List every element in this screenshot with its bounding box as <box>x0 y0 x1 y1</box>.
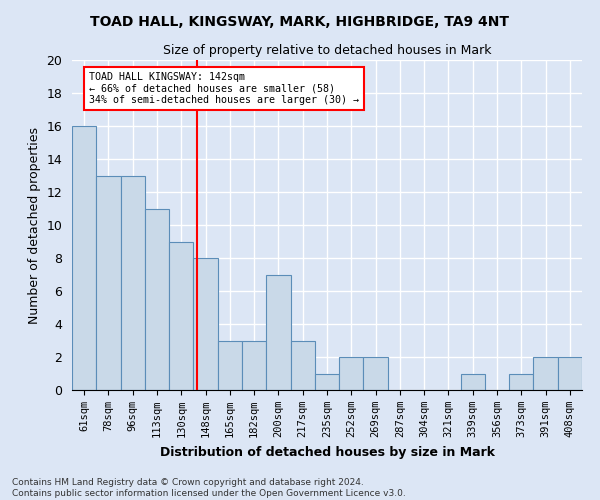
Bar <box>558 357 582 390</box>
Bar <box>218 340 242 390</box>
Text: TOAD HALL, KINGSWAY, MARK, HIGHBRIDGE, TA9 4NT: TOAD HALL, KINGSWAY, MARK, HIGHBRIDGE, T… <box>91 15 509 29</box>
Bar <box>121 176 145 390</box>
Bar <box>96 176 121 390</box>
Text: Contains HM Land Registry data © Crown copyright and database right 2024.
Contai: Contains HM Land Registry data © Crown c… <box>12 478 406 498</box>
Bar <box>339 357 364 390</box>
Bar <box>290 340 315 390</box>
Bar <box>533 357 558 390</box>
Title: Size of property relative to detached houses in Mark: Size of property relative to detached ho… <box>163 44 491 58</box>
Bar <box>461 374 485 390</box>
Bar <box>169 242 193 390</box>
Y-axis label: Number of detached properties: Number of detached properties <box>28 126 41 324</box>
Bar <box>315 374 339 390</box>
X-axis label: Distribution of detached houses by size in Mark: Distribution of detached houses by size … <box>160 446 494 458</box>
Bar <box>72 126 96 390</box>
Bar <box>145 208 169 390</box>
Bar <box>509 374 533 390</box>
Bar <box>193 258 218 390</box>
Bar <box>266 274 290 390</box>
Bar <box>242 340 266 390</box>
Bar <box>364 357 388 390</box>
Text: TOAD HALL KINGSWAY: 142sqm
← 66% of detached houses are smaller (58)
34% of semi: TOAD HALL KINGSWAY: 142sqm ← 66% of deta… <box>89 72 359 105</box>
